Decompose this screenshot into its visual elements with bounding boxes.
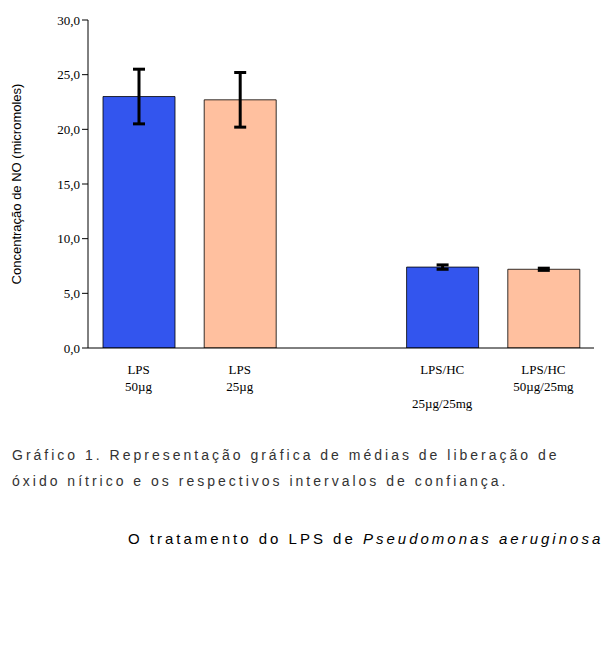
svg-text:5,0: 5,0 bbox=[64, 286, 80, 301]
svg-text:10,0: 10,0 bbox=[57, 231, 80, 246]
svg-text:0,0: 0,0 bbox=[64, 341, 80, 356]
svg-text:25,0: 25,0 bbox=[57, 67, 80, 82]
svg-text:50µg/25mg: 50µg/25mg bbox=[513, 379, 574, 394]
svg-text:30,0: 30,0 bbox=[57, 13, 80, 28]
svg-text:25µg/25mg: 25µg/25mg bbox=[412, 396, 473, 411]
svg-text:50µg: 50µg bbox=[125, 379, 152, 394]
svg-text:LPS: LPS bbox=[127, 362, 149, 377]
html-text:Gráfico 1. Representação gráfi: Gráfico 1. Representação gráfica de médi… bbox=[12, 447, 560, 489]
svg-text:15,0: 15,0 bbox=[57, 177, 80, 192]
svg-text:Concentração de NO (micromoles: Concentração de NO (micromoles) bbox=[9, 84, 24, 285]
svg-text:25µg: 25µg bbox=[226, 379, 253, 394]
svg-text:LPS/HC: LPS/HC bbox=[521, 362, 565, 377]
svg-text:LPS: LPS bbox=[229, 362, 251, 377]
html-text:O tratamento do LPS de Pseudom: O tratamento do LPS de Pseudomonas aerug… bbox=[128, 530, 604, 547]
svg-text:LPS/HC: LPS/HC bbox=[420, 362, 464, 377]
svg-text:20,0: 20,0 bbox=[57, 122, 80, 137]
